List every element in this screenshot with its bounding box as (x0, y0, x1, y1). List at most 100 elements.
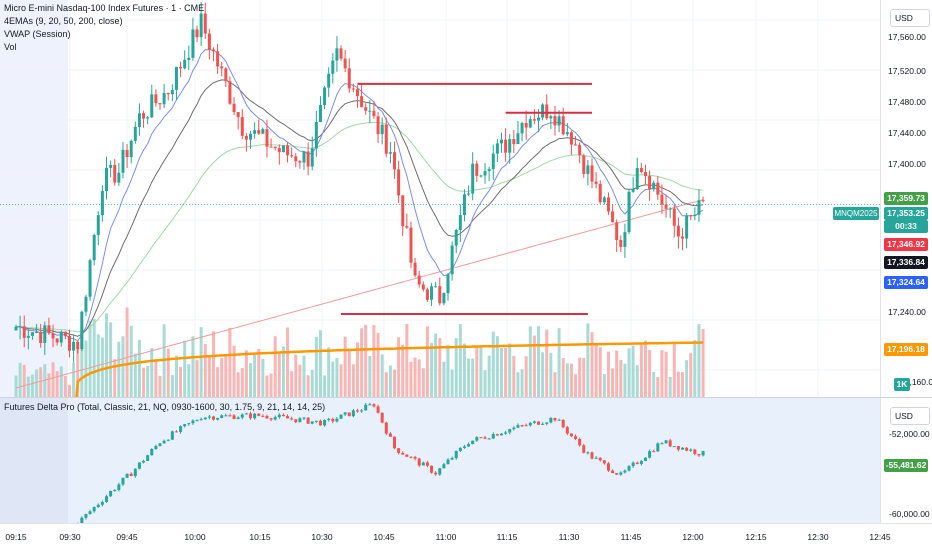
delta-chart[interactable] (0, 398, 880, 523)
pane-separator[interactable] (0, 397, 932, 398)
delta-bar (397, 448, 401, 453)
candle-body (133, 126, 137, 141)
delta-bar (491, 434, 495, 439)
delta-currency-button[interactable]: USD (890, 407, 930, 425)
delta-indicator-pane[interactable]: Futures Delta Pro (Total, Classic, 21, N… (0, 398, 880, 523)
candle-body (520, 122, 524, 134)
volume-bar (80, 326, 84, 397)
delta-bar (401, 452, 405, 455)
delta-bar (623, 470, 627, 473)
candle-body (401, 195, 405, 227)
delta-indicator-title[interactable]: Futures Delta Pro (Total, Classic, 21, N… (4, 402, 326, 412)
volume-bar (22, 364, 26, 397)
price-axis[interactable]: USD 17,560.00 17,520.00 17,480.00 17,440… (880, 0, 932, 397)
candle-body (310, 148, 314, 167)
candle-body (681, 236, 685, 239)
volume-bar (450, 369, 454, 397)
delta-bar (216, 417, 220, 420)
delta-bar (331, 418, 335, 422)
delta-bar (425, 462, 429, 466)
delta-bar (569, 433, 573, 437)
volume-bar (51, 362, 55, 397)
symbol-tag: MNQM2025 (833, 207, 879, 220)
time-label: 12:45 (869, 532, 891, 542)
candle-body (434, 286, 438, 288)
volume-bar (648, 349, 652, 397)
delta-bar (537, 421, 541, 425)
volume-bar (318, 330, 322, 397)
time-label: 10:15 (249, 532, 271, 542)
delta-bar (512, 427, 516, 430)
volume-bar (499, 347, 503, 397)
volume-bar (701, 328, 705, 397)
chart-title[interactable]: Micro E-mini Nasdaq-100 Index Futures · … (4, 3, 205, 13)
candle-body (137, 113, 141, 127)
time-label: 09:30 (59, 532, 81, 542)
legend-volume[interactable]: Vol (4, 42, 17, 52)
time-label: 11:30 (558, 532, 580, 542)
candle-body (450, 245, 454, 275)
delta-bar (249, 413, 253, 419)
volume-bar (286, 327, 290, 397)
volume-bar (643, 340, 647, 397)
volume-bar (232, 345, 236, 397)
candle-body (236, 112, 240, 118)
volume-bar (183, 340, 187, 397)
volume-bar (495, 336, 499, 397)
delta-bar (582, 445, 586, 453)
candle-body (524, 122, 528, 128)
delta-bar (430, 465, 434, 473)
legend-vwap[interactable]: VWAP (Session) (4, 29, 71, 39)
legend-ema[interactable]: 4EMAs (9, 20, 50, 200, close) (4, 16, 123, 26)
candle-body (462, 194, 466, 216)
volume-bar (351, 364, 355, 397)
volume-bar (323, 375, 327, 397)
time-label: 12:15 (745, 532, 767, 542)
candle-body (162, 92, 166, 105)
volume-bar (619, 360, 623, 397)
main-chart-pane[interactable]: Micro E-mini Nasdaq-100 Index Futures · … (0, 0, 880, 397)
delta-bar (174, 431, 178, 433)
candle-body (495, 143, 499, 154)
candle-body (557, 116, 561, 126)
candle-body (685, 215, 689, 239)
ema20-price-badge: 17,336.84 (884, 256, 928, 269)
volume-bar (39, 367, 43, 397)
time-axis[interactable]: 09:15 09:30 09:45 10:00 10:15 10:30 10:4… (0, 523, 932, 551)
currency-button[interactable]: USD (890, 9, 930, 27)
candle-body (491, 153, 495, 170)
candle-body (611, 211, 615, 223)
volume-bar (343, 336, 347, 397)
candle-body (216, 51, 220, 67)
candle-body (298, 161, 302, 163)
delta-bar (133, 468, 137, 477)
volume-bar (380, 354, 384, 397)
price-chart[interactable] (0, 0, 880, 397)
volume-bar (417, 359, 421, 397)
time-label: 11:45 (620, 532, 642, 542)
volume-bar (627, 348, 631, 397)
volume-bar (689, 353, 693, 397)
candle-body (22, 326, 26, 338)
candle-body (88, 260, 92, 297)
candle-body (113, 164, 117, 183)
volume-bar (170, 375, 174, 397)
delta-axis[interactable]: USD -52,000.00 -55,481.62 -60,000.00 (880, 398, 932, 523)
candle-body (92, 234, 96, 261)
time-label: 10:45 (373, 532, 395, 542)
volume-bar (405, 323, 409, 397)
candle-body (187, 57, 191, 60)
volume-bar (207, 355, 211, 397)
ema200-line (15, 199, 704, 389)
candle-body (72, 341, 76, 351)
volume-bar (442, 361, 446, 397)
delta-bar (355, 410, 359, 412)
candle-body (376, 116, 380, 135)
candle-body (643, 172, 647, 177)
volume-bar (314, 336, 318, 397)
volume-bar (331, 361, 335, 397)
candle-body (257, 130, 261, 134)
price-tick: 17,440.00 (888, 128, 926, 138)
candle-body (207, 33, 211, 50)
candle-body (384, 124, 388, 154)
